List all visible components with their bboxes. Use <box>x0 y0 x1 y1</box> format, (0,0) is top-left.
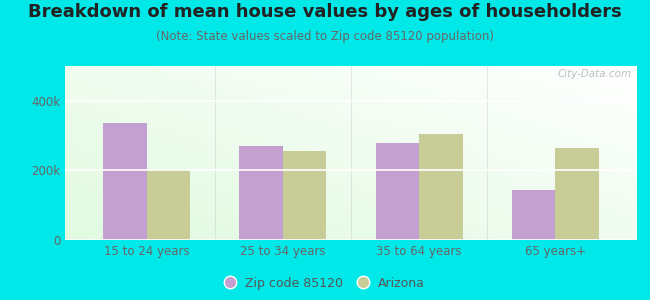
Bar <box>147 170 190 240</box>
Bar <box>555 148 599 240</box>
Text: (Note: State values scaled to Zip code 85120 population): (Note: State values scaled to Zip code 8… <box>156 30 494 43</box>
Bar <box>103 123 147 240</box>
Text: Breakdown of mean house values by ages of householders: Breakdown of mean house values by ages o… <box>28 3 622 21</box>
Text: City-Data.com: City-Data.com <box>557 70 631 80</box>
Bar <box>512 190 555 240</box>
Bar <box>239 146 283 240</box>
Bar <box>419 134 463 240</box>
Bar <box>283 151 326 240</box>
Legend: Zip code 85120, Arizona: Zip code 85120, Arizona <box>221 273 429 294</box>
Bar <box>376 142 419 240</box>
